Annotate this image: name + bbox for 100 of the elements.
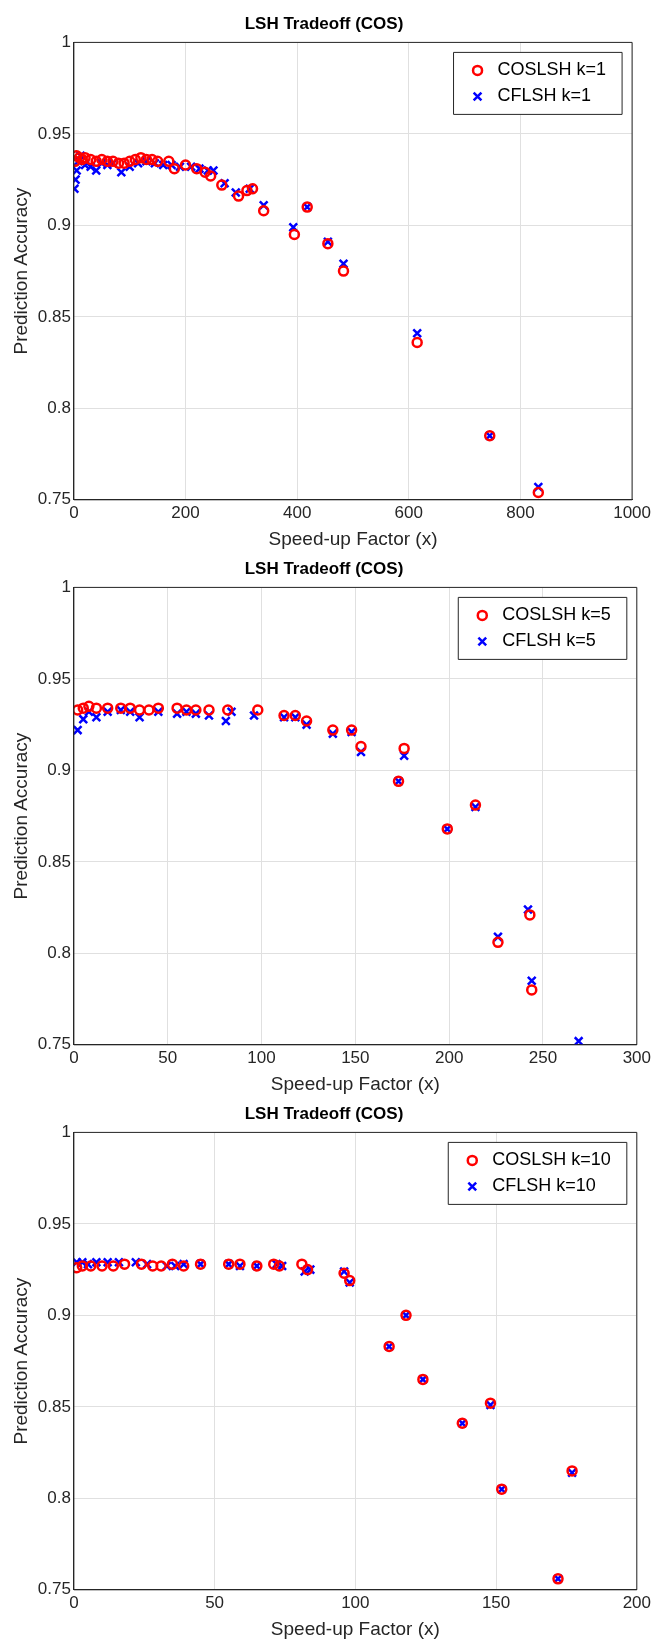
x-tick-label: 200 xyxy=(434,1047,464,1067)
x-axis-title: Speed-up Factor (x) xyxy=(268,527,438,549)
point xyxy=(220,715,232,727)
point xyxy=(91,165,102,176)
x-tick-label: 200 xyxy=(622,1592,652,1612)
x-tick-label: 1000 xyxy=(613,502,651,522)
point xyxy=(107,1260,120,1272)
point xyxy=(118,157,130,169)
y-tick-label: 0.75 xyxy=(37,1579,71,1599)
y-tick-label: 1 xyxy=(61,1122,71,1142)
x-tick-label: 0 xyxy=(69,502,79,522)
point xyxy=(190,704,202,716)
y-tick-label: 1 xyxy=(61,32,71,52)
point xyxy=(398,742,410,755)
x-tick-label: 100 xyxy=(247,1047,276,1067)
point xyxy=(91,712,102,723)
point xyxy=(526,975,537,986)
point xyxy=(152,702,165,714)
point xyxy=(143,704,155,716)
x-tick-label: 200 xyxy=(171,502,200,522)
y-tick-label: 0.8 xyxy=(47,398,71,418)
legend-label: CFLSH k=5 xyxy=(502,630,596,651)
point xyxy=(412,328,423,339)
x-tick-label: 150 xyxy=(341,1047,370,1067)
x-tick-label: 400 xyxy=(282,502,312,522)
point xyxy=(257,204,270,217)
point xyxy=(492,936,504,949)
point xyxy=(524,909,536,921)
y-tick-label: 0.9 xyxy=(47,215,71,235)
point xyxy=(155,1260,167,1272)
x-tick-label: 300 xyxy=(622,1047,652,1067)
point xyxy=(301,1263,314,1276)
point xyxy=(222,704,234,716)
point xyxy=(96,153,108,166)
point xyxy=(288,228,301,241)
point xyxy=(90,155,102,168)
x-tick-label: 600 xyxy=(394,502,423,522)
y-tick-label: 0.75 xyxy=(37,489,71,509)
legend-label: CFLSH k=1 xyxy=(497,85,592,106)
point xyxy=(327,724,339,736)
point xyxy=(411,336,423,349)
y-axis-title: Prediction Accuracy xyxy=(9,1277,31,1445)
legend-label: CFLSH k=10 xyxy=(492,1175,596,1196)
point xyxy=(204,170,217,182)
point xyxy=(76,1260,89,1272)
y-tick-label: 0.9 xyxy=(47,760,71,780)
y-tick-label: 0.95 xyxy=(37,1213,71,1233)
x-tick-label: 0 xyxy=(69,1592,79,1612)
point xyxy=(179,159,192,171)
point xyxy=(300,715,313,727)
point xyxy=(168,162,181,175)
point xyxy=(166,1258,179,1270)
point xyxy=(163,155,175,168)
y-tick-label: 0.85 xyxy=(37,306,71,326)
x-tick-label: 250 xyxy=(528,1047,558,1067)
point xyxy=(133,704,146,716)
point xyxy=(246,183,259,195)
point xyxy=(83,700,95,713)
point xyxy=(118,1258,131,1270)
point xyxy=(190,162,203,175)
point xyxy=(337,265,350,277)
point xyxy=(101,155,114,168)
point xyxy=(151,155,164,168)
legend-label: COSLSH k=10 xyxy=(492,1149,611,1170)
point xyxy=(112,157,125,169)
y-tick-label: 0.85 xyxy=(37,851,71,871)
x-tick-label: 150 xyxy=(481,1592,511,1612)
point xyxy=(355,740,367,753)
x-tick-label: 100 xyxy=(341,1592,370,1612)
chart-title: LSH Tradeoff (COS) xyxy=(244,1103,404,1123)
point xyxy=(532,486,545,499)
point xyxy=(73,704,84,716)
y-axis-title: Prediction Accuracy xyxy=(9,732,31,900)
point xyxy=(171,702,183,714)
point xyxy=(129,153,142,166)
point xyxy=(84,153,97,166)
point xyxy=(135,151,147,164)
point xyxy=(78,713,89,725)
x-tick-label: 800 xyxy=(506,502,535,522)
legend-label: COSLSH k=5 xyxy=(502,604,611,625)
x-axis-title: Speed-up Factor (x) xyxy=(270,1072,440,1094)
chart-title: LSH Tradeoff (COS) xyxy=(244,558,404,578)
x-tick-label: 0 xyxy=(69,1047,79,1067)
y-tick-label: 0.95 xyxy=(37,123,71,143)
x-tick-label: 50 xyxy=(158,1047,178,1067)
y-tick-label: 0.75 xyxy=(37,1034,71,1054)
y-tick-label: 0.95 xyxy=(37,668,71,688)
x-axis-title: Speed-up Factor (x) xyxy=(270,1617,440,1639)
point xyxy=(296,1258,308,1270)
point xyxy=(96,1260,108,1272)
point xyxy=(525,984,538,996)
legend-label: COSLSH k=1 xyxy=(497,59,607,80)
y-tick-label: 0.85 xyxy=(37,1396,71,1416)
point xyxy=(203,704,215,716)
point xyxy=(146,1260,159,1272)
point xyxy=(135,1258,148,1270)
point xyxy=(252,704,264,716)
point xyxy=(77,702,90,714)
chart-title: LSH Tradeoff (COS) xyxy=(244,13,404,33)
point xyxy=(123,155,136,168)
